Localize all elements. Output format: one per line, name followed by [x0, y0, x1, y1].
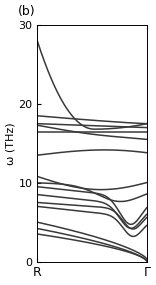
- Text: (b): (b): [18, 5, 35, 18]
- Y-axis label: ω (THz): ω (THz): [6, 122, 16, 165]
